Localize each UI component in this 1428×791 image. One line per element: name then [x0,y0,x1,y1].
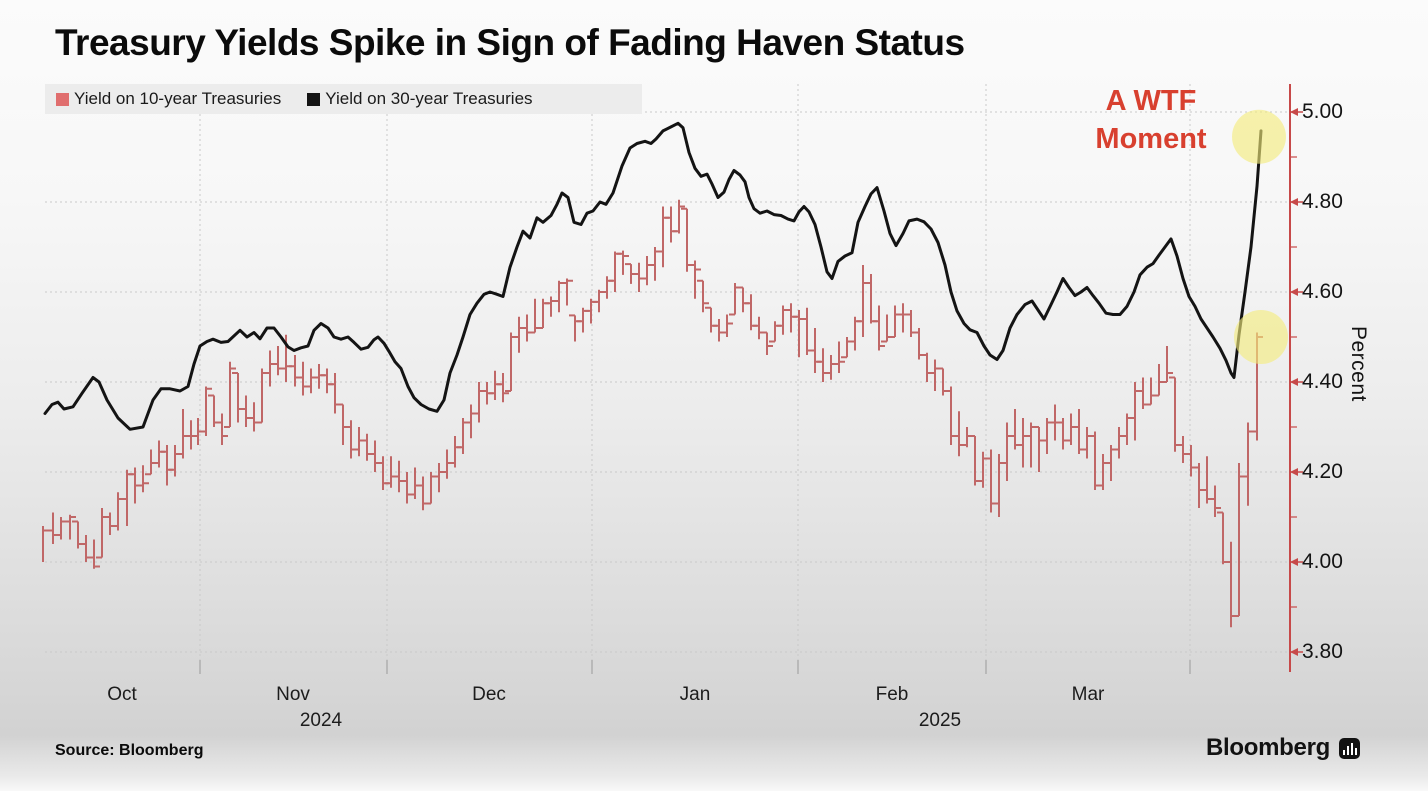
x-tick-label-year: 2025 [918,710,962,731]
y-tick-arrow [1290,198,1298,206]
x-tick-label-month: Oct [107,684,137,705]
y-tick-label: 4.80 [1302,190,1343,213]
y-tick-label: 5.00 [1302,100,1343,123]
chart-legend: Yield on 10-year Treasuries Yield on 30-y… [45,84,642,114]
line-30yr [43,121,1263,431]
highlight-circle [1232,109,1286,164]
bloomberg-wordmark: Bloomberg [1206,734,1330,761]
legend-label: Yield on 30-year Treasuries [325,89,533,108]
x-tick-label-month: Jan [679,684,711,705]
legend-swatch-icon [56,92,69,106]
x-tick-label-month: Dec [472,684,506,705]
x-tick-label-month: Feb [875,684,909,705]
x-tick-label-month: Nov [276,684,310,705]
y-tick-arrow [1290,648,1298,656]
x-tick-label-year: 2024 [299,710,343,731]
y-tick-arrow [1290,108,1298,116]
legend-swatch-icon [307,92,321,106]
y-tick-arrow [1290,558,1298,566]
bloomberg-logo: Bloomberg [1206,734,1360,762]
y-tick-label: 4.60 [1302,280,1343,303]
y-tick-arrow [1290,288,1298,296]
y-tick-label: 4.00 [1302,550,1343,573]
annotation-line-2: Moment [1095,123,1207,156]
y-tick-label: 3.80 [1302,640,1343,663]
bloomberg-chart-icon [1338,737,1360,759]
legend-item-10yr: Yield on 10-year Treasuries [56,89,281,109]
y-tick-arrow [1290,468,1298,476]
wtf-moment-annotation: A WTF Moment [1066,82,1236,159]
y-tick-arrow [1290,378,1298,386]
y-tick-label: 4.20 [1302,460,1343,483]
legend-label: Yield on 10-year Treasuries [74,89,282,108]
x-tick-label-month: Mar [1071,684,1105,705]
y-tick-label: 4.40 [1302,370,1343,393]
y-axis-title: Percent [1347,326,1370,402]
legend-item-30yr: Yield on 30-year Treasuries [307,89,533,109]
highlight-circle [1234,310,1288,364]
annotation-line-1: A WTF [1105,85,1197,117]
source-credit: Source: Bloomberg [55,742,204,759]
page-title: Treasury Yields Spike in Sign of Fading … [55,22,965,63]
